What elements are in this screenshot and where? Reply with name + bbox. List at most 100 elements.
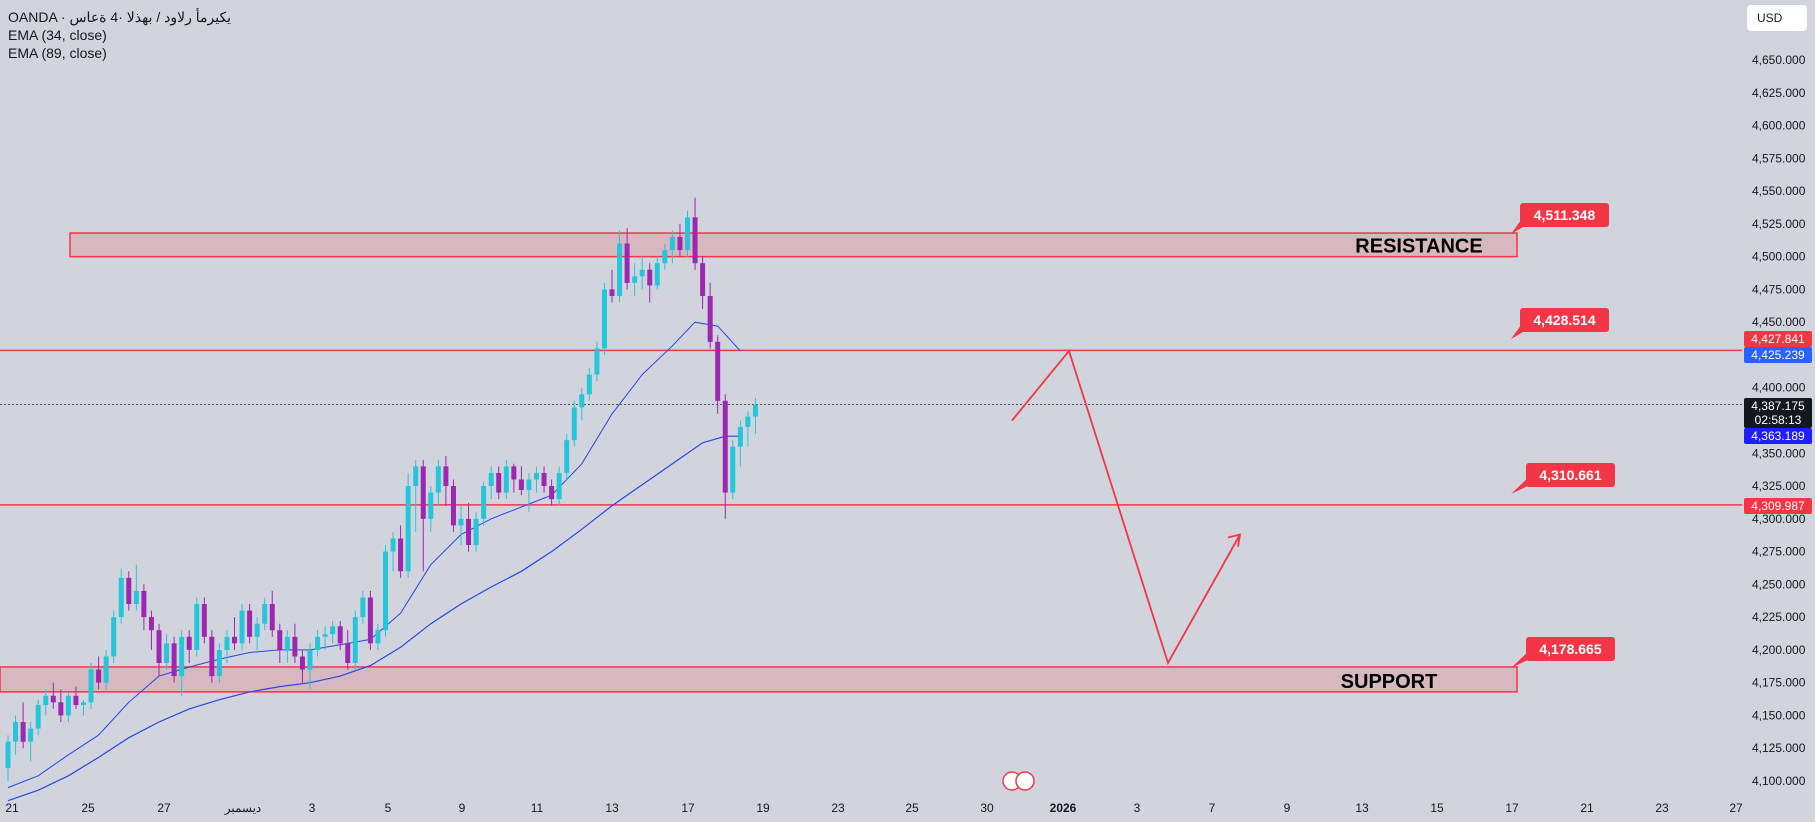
x-tick-label: 3 <box>1134 801 1141 815</box>
candle-body <box>601 289 607 349</box>
callout-label: 4,310.661 <box>1539 467 1601 483</box>
x-tick-label: 27 <box>1729 801 1743 815</box>
current-price-price-tag <box>1744 398 1812 428</box>
y-tick-label: 4,350.000 <box>1752 446 1806 460</box>
candle-body <box>209 636 215 677</box>
candle-body <box>360 597 366 618</box>
callout-label: 4,178.665 <box>1539 641 1601 657</box>
candle-body <box>715 341 721 401</box>
candle-body <box>571 407 577 441</box>
x-tick-label: 23 <box>1655 801 1669 815</box>
candle-body <box>156 630 162 664</box>
ema89-price-tag <box>1744 428 1812 444</box>
y-tick-label: 4,325.000 <box>1752 479 1806 493</box>
candle-body <box>322 634 328 637</box>
x-tick-label: 2026 <box>1050 801 1077 815</box>
candle-body <box>617 243 623 296</box>
candle-body <box>586 374 592 395</box>
candle-body <box>639 269 645 277</box>
us-flag-icon <box>1015 771 1035 791</box>
candle-body <box>179 636 185 677</box>
candle-body <box>458 518 464 526</box>
candle-body <box>96 669 102 683</box>
support-level-price-tag <box>1744 498 1812 514</box>
candle-body <box>315 636 321 650</box>
candle-body <box>307 649 313 670</box>
candle-body <box>13 722 19 742</box>
candle-body <box>488 472 494 487</box>
y-tick-label: 4,450.000 <box>1752 315 1806 329</box>
candle-body <box>435 466 441 493</box>
ema34-legend[interactable]: EMA (34, close) <box>8 27 107 43</box>
resistance-label: RESISTANCE <box>1355 236 1482 258</box>
candle-body <box>133 590 139 605</box>
candle-body <box>277 630 283 650</box>
countdown-text: 02:58:13 <box>1755 413 1802 427</box>
candle-body <box>58 702 64 716</box>
candle-body <box>330 626 336 635</box>
candle-body <box>126 577 132 605</box>
candle-body <box>662 250 668 264</box>
y-tick-label: 4,175.000 <box>1752 676 1806 690</box>
resistance-level-price-tag <box>1744 331 1812 347</box>
candle-body <box>262 604 268 624</box>
candle-body <box>654 263 660 286</box>
y-tick-label: 4,275.000 <box>1752 545 1806 559</box>
ema34-line <box>7 321 741 789</box>
callout-box <box>1526 463 1615 487</box>
x-tick-label: 9 <box>459 801 466 815</box>
chart-legend: OANDA · يكيرمأ رلاود / بهذلا ·4 ةعاس EMA… <box>8 8 231 62</box>
candle-body <box>345 643 351 664</box>
x-tick-label: 19 <box>756 801 770 815</box>
candle-body <box>541 472 547 487</box>
candle-body <box>224 636 230 650</box>
symbol-title[interactable]: OANDA · يكيرمأ رلاود / بهذلا ·4 ةعاس <box>8 9 232 25</box>
ema89-line <box>7 435 741 802</box>
y-tick-label: 4,100.000 <box>1752 774 1806 788</box>
candle-body <box>35 704 41 729</box>
candle-body <box>564 440 570 473</box>
ema89-legend[interactable]: EMA (89, close) <box>8 45 107 61</box>
candle-body <box>647 269 653 286</box>
candle-body <box>632 276 638 283</box>
x-tick-label: 9 <box>1284 801 1291 815</box>
callout-label: 4,428.514 <box>1533 312 1595 328</box>
x-tick-label: 25 <box>905 801 919 815</box>
callout-label: 4,511.348 <box>1534 207 1596 223</box>
candle-body <box>50 695 56 703</box>
candle-body <box>254 623 260 637</box>
currency-button[interactable]: USD <box>1747 5 1807 31</box>
y-tick-label: 4,200.000 <box>1752 643 1806 657</box>
candle-body <box>390 538 396 552</box>
ema34-price-text: 4,425.239 <box>1751 348 1805 362</box>
candle-body <box>405 486 411 572</box>
candle-body <box>194 604 200 650</box>
ema34-price-tag <box>1744 347 1812 363</box>
candle-body <box>171 643 177 677</box>
projection-path <box>1011 349 1241 666</box>
callout-box <box>1520 203 1609 227</box>
candle-body <box>594 348 600 375</box>
candle-body <box>292 636 298 657</box>
ema89-price-text: 4,363.189 <box>1751 429 1805 443</box>
x-tick-label: 30 <box>980 801 994 815</box>
x-tick-label: 15 <box>1430 801 1444 815</box>
x-tick-label: 17 <box>681 801 695 815</box>
y-tick-label: 4,625.000 <box>1752 86 1806 100</box>
candle-body <box>65 695 71 716</box>
candle-body <box>624 243 630 283</box>
candle-body <box>111 617 117 657</box>
candle-body <box>466 518 472 546</box>
candle-body <box>148 617 154 631</box>
candle-body <box>518 479 524 490</box>
projection-arrowhead <box>1227 533 1242 547</box>
candle-body <box>118 577 124 618</box>
candle-body <box>141 590 147 618</box>
y-tick-label: 4,475.000 <box>1752 282 1806 296</box>
candle-body <box>481 486 487 519</box>
candle-body <box>722 400 728 493</box>
y-tick-label: 4,550.000 <box>1752 184 1806 198</box>
candle-body <box>752 404 758 417</box>
y-tick-label: 4,650.000 <box>1752 53 1806 67</box>
